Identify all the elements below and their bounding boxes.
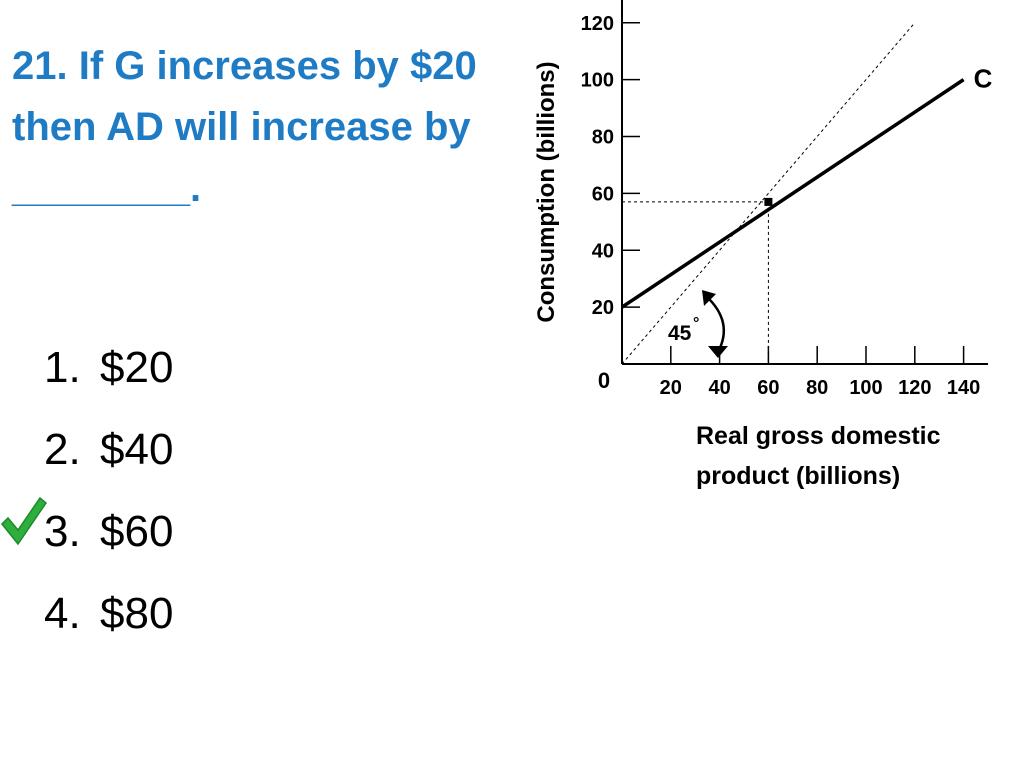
answer-label: $20 [100, 343, 174, 392]
angle-arc [705, 295, 726, 353]
y-tick-label-20: 20 [592, 297, 614, 319]
answer-option-1[interactable]: 1. $20 [44, 338, 173, 420]
y-axis-label: Consumption (billions) [533, 61, 560, 322]
x-tick-label-100: 100 [849, 377, 882, 399]
series-line-c [621, 78, 965, 309]
answer-label: $80 [100, 589, 174, 638]
x-axis-label-line-1: Real gross domestic [696, 422, 941, 450]
intersection-point [764, 197, 773, 206]
y-tick-label-60: 60 [592, 183, 614, 205]
x-tick-label-40: 40 [708, 377, 730, 399]
y-tick-label-100: 100 [581, 70, 614, 92]
answer-list: 1. $20 2. $40 3. $60 4. $80 [44, 338, 173, 666]
consumption-chart: 20 40 60 80 100 120 20 40 60 80 100 120 140 0 Consumpt… [533, 0, 993, 490]
angle-arrow-head-top [702, 290, 716, 306]
answer-number: 1. [44, 343, 81, 392]
answer-blank: ________. [12, 166, 202, 210]
answer-label: $40 [100, 425, 174, 474]
origin-label: 0 [598, 368, 610, 393]
series-label-c: C [974, 64, 993, 94]
angle-arrow-head-bottom [708, 346, 728, 358]
answer-label: $60 [100, 507, 174, 556]
answer-number: 4. [44, 589, 81, 638]
answer-number: 3. [44, 507, 81, 556]
angle-label: 45 [668, 322, 692, 345]
check-mark-icon [0, 496, 48, 546]
answer-option-4[interactable]: 4. $80 [44, 584, 173, 666]
y-tick-label-120: 120 [581, 13, 614, 35]
question-prompt: 21. If G increases by $20 then AD will i… [12, 44, 477, 149]
forty-five-degree-line [621, 22, 916, 365]
x-axis-label-line-2: product (billions) [696, 462, 900, 490]
x-tick-label-80: 80 [806, 377, 828, 399]
answer-option-2[interactable]: 2. $40 [44, 420, 173, 502]
degree-symbol: ° [693, 315, 699, 332]
answer-option-3[interactable]: 3. $60 [44, 502, 173, 584]
y-tick-label-80: 80 [592, 127, 614, 149]
x-tick-label-140: 140 [947, 377, 980, 399]
answer-number: 2. [44, 425, 81, 474]
x-tick-label-60: 60 [757, 377, 779, 399]
question-text: 21. If G increases by $20 then AD will i… [12, 36, 482, 219]
x-tick-label-20: 20 [660, 377, 682, 399]
x-tick-label-120: 120 [898, 377, 931, 399]
y-tick-label-40: 40 [592, 240, 614, 262]
